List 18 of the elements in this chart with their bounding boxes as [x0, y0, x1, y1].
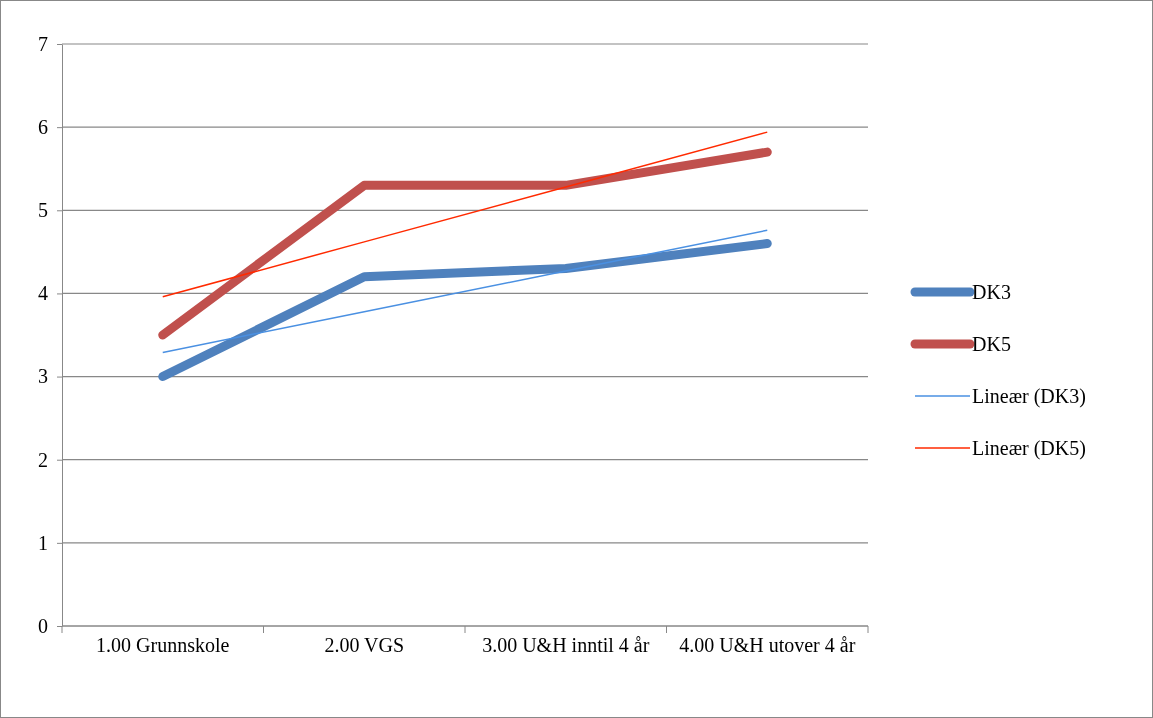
legend-label: DK3: [972, 281, 1011, 303]
y-tick-label: 6: [38, 116, 48, 139]
x-tick-label: 4.00 U&H utover 4 år: [679, 634, 856, 656]
x-tick-label: 2.00 VGS: [324, 634, 405, 656]
x-tick-label: 3.00 U&H inntil 4 år: [482, 634, 650, 656]
legend-label: Lineær (DK3): [972, 385, 1086, 408]
legend-label: DK5: [972, 333, 1011, 355]
y-tick-label: 5: [38, 199, 48, 222]
y-tick-label: 2: [38, 448, 48, 471]
line-series: [162, 229, 768, 354]
line-series: [162, 131, 768, 298]
legend-label: Lineær (DK5): [972, 437, 1086, 460]
y-tick-label: 4: [38, 282, 48, 305]
y-tick-label: 1: [38, 531, 48, 554]
y-tick-label: 7: [38, 32, 48, 55]
x-tick-label: 1.00 Grunnskole: [96, 634, 230, 656]
y-tick-label: 0: [38, 614, 48, 637]
y-tick-label: 3: [38, 365, 48, 388]
